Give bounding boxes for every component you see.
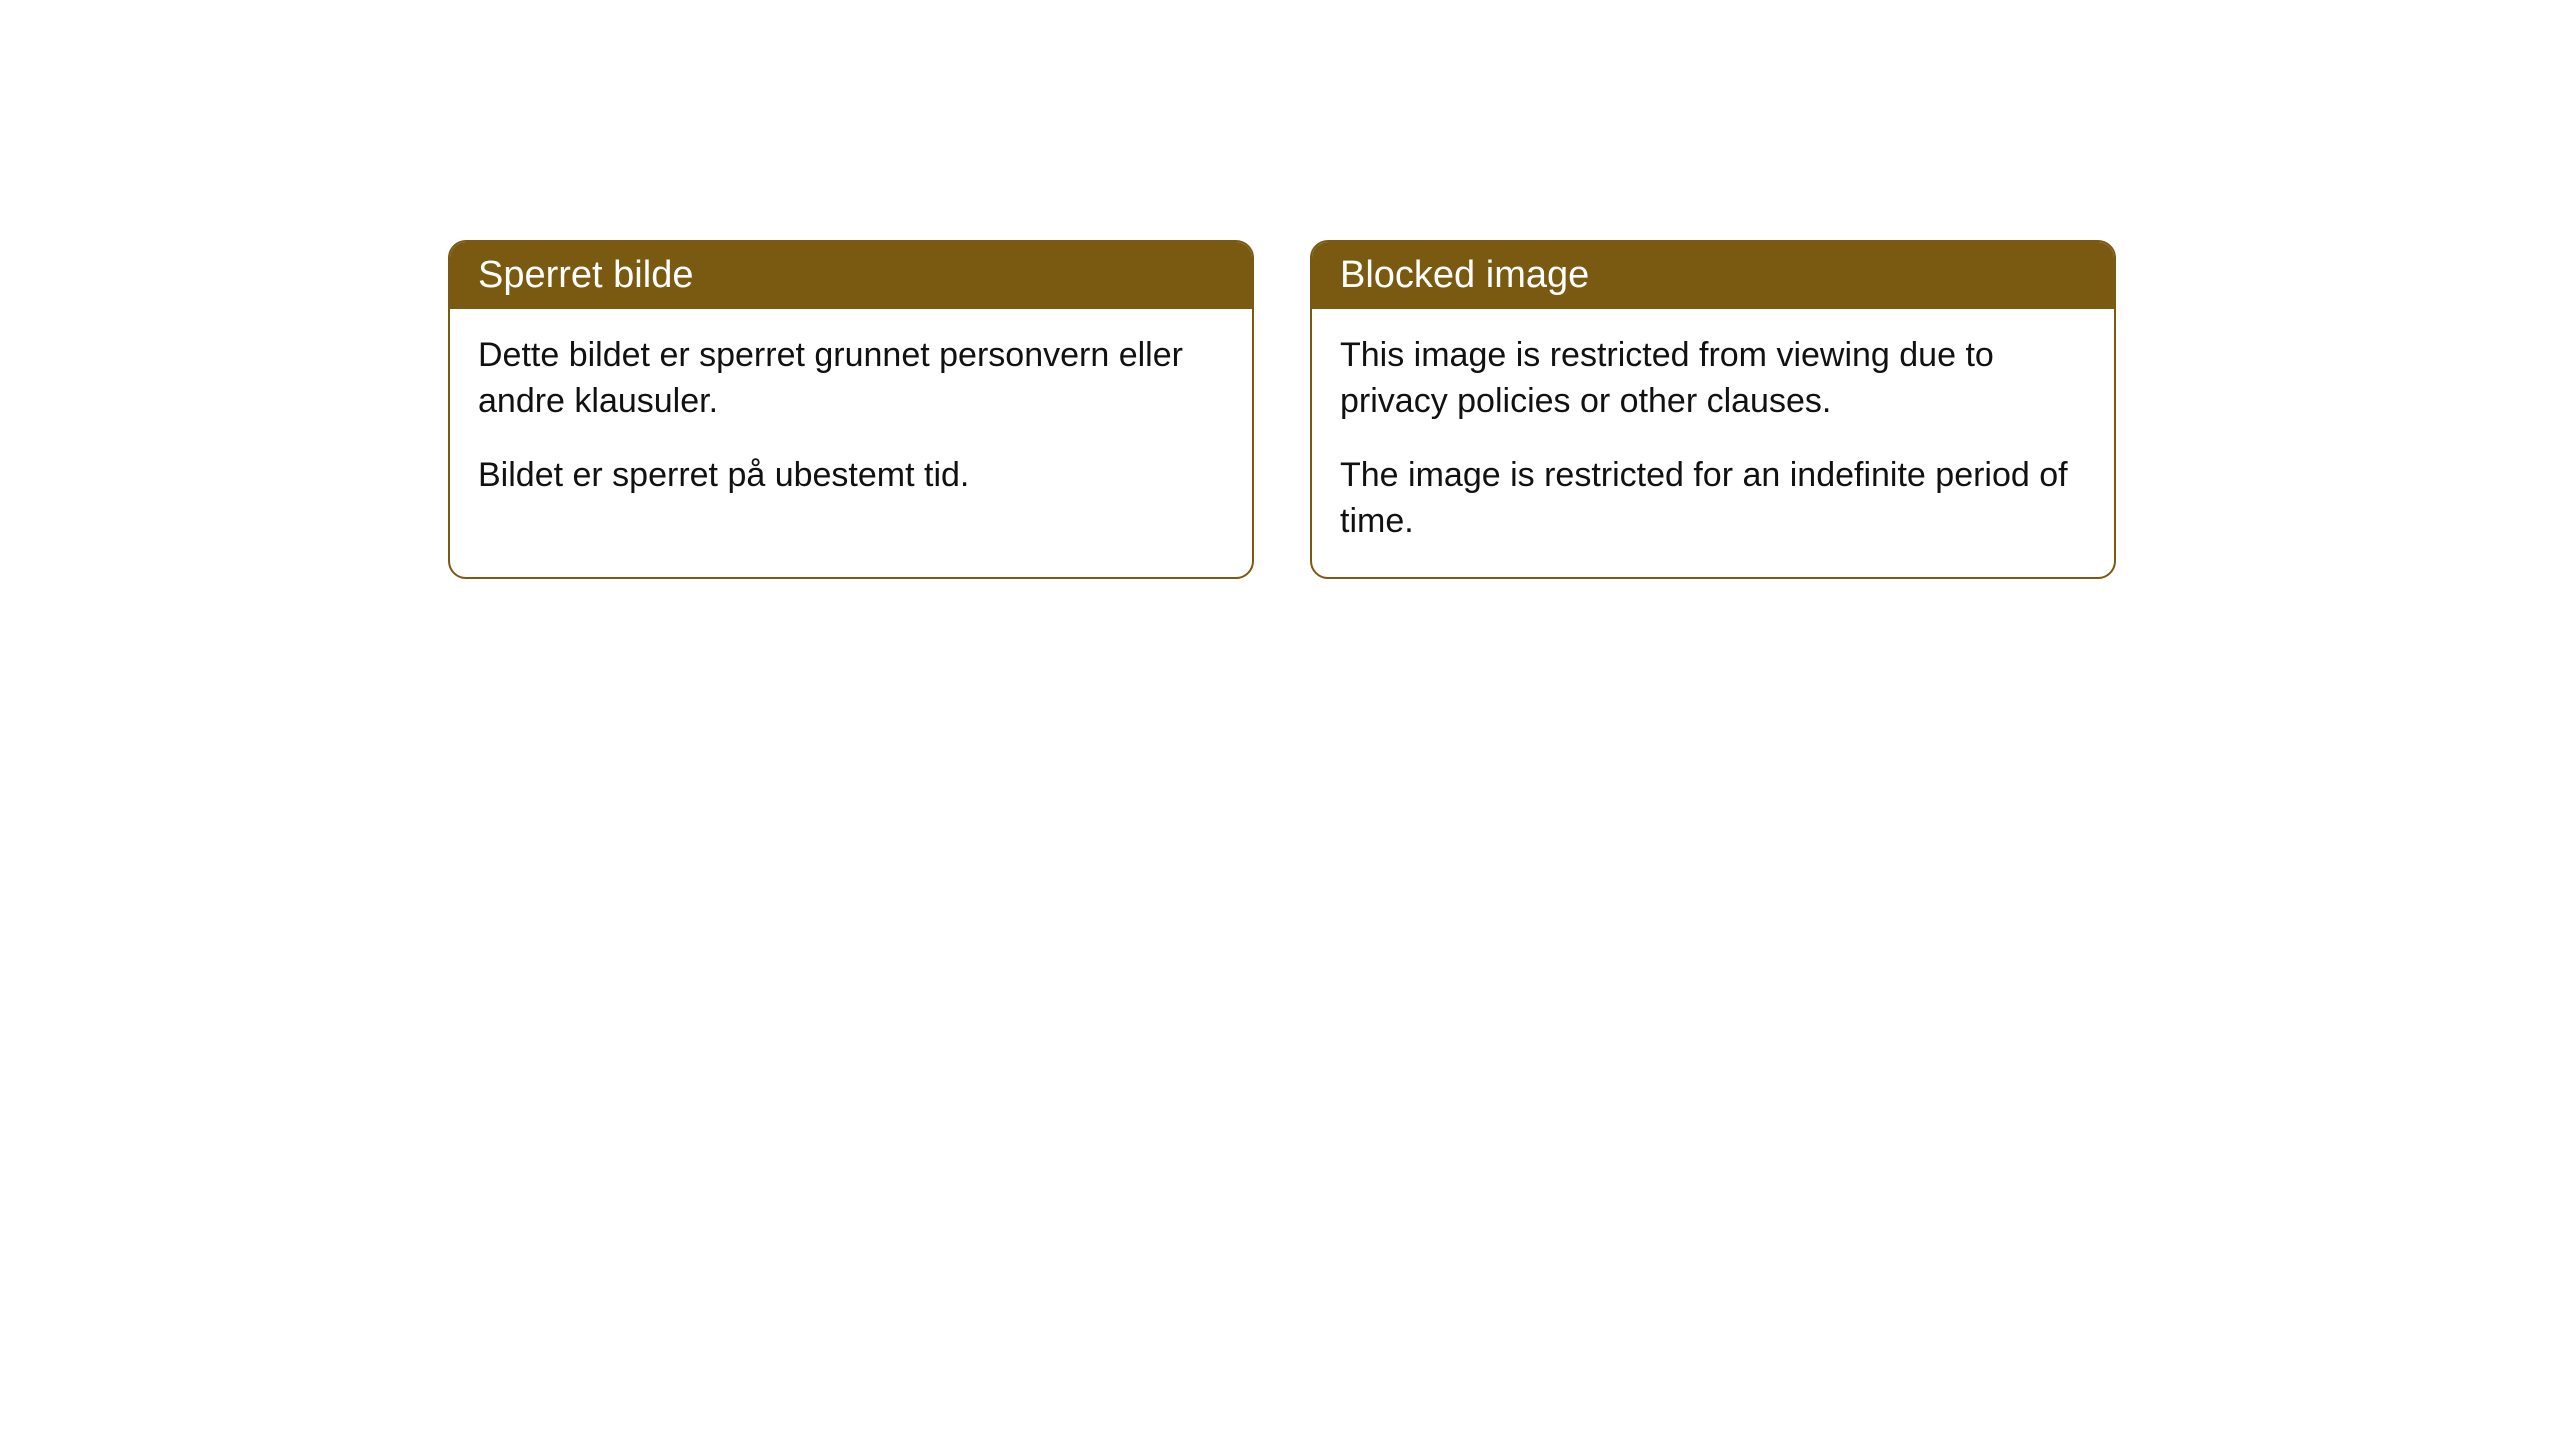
notices-container: Sperret bilde Dette bildet er sperret gr…	[448, 240, 2116, 579]
notice-body-english: This image is restricted from viewing du…	[1312, 309, 2114, 577]
notice-card-norwegian: Sperret bilde Dette bildet er sperret gr…	[448, 240, 1254, 579]
notice-header-english: Blocked image	[1312, 242, 2114, 309]
notice-paragraph: Bildet er sperret på ubestemt tid.	[478, 453, 1224, 499]
notice-paragraph: Dette bildet er sperret grunnet personve…	[478, 333, 1224, 425]
notice-paragraph: This image is restricted from viewing du…	[1340, 333, 2086, 425]
notice-body-norwegian: Dette bildet er sperret grunnet personve…	[450, 309, 1252, 531]
notice-card-english: Blocked image This image is restricted f…	[1310, 240, 2116, 579]
notice-paragraph: The image is restricted for an indefinit…	[1340, 453, 2086, 545]
notice-header-norwegian: Sperret bilde	[450, 242, 1252, 309]
